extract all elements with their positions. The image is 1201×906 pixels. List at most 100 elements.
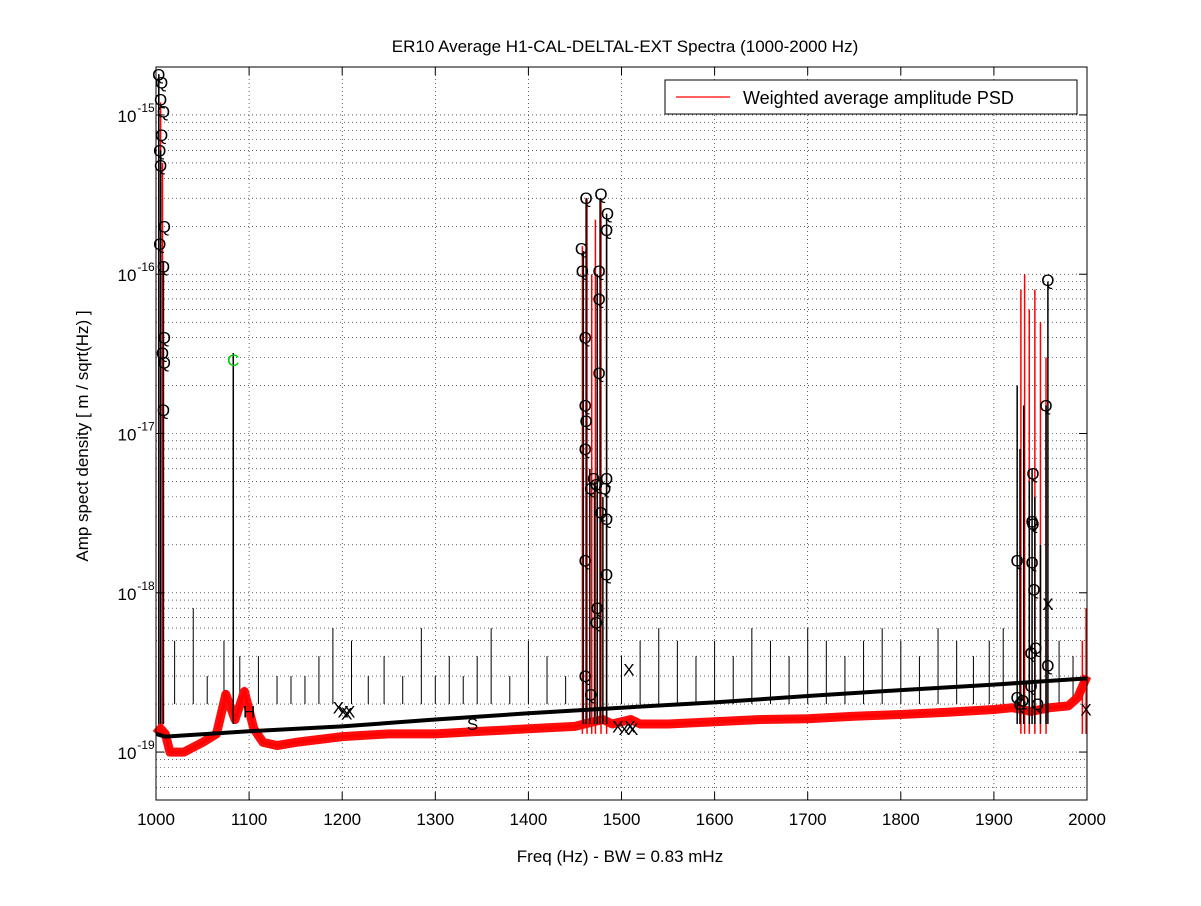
x-tick-label: 1300 — [416, 810, 454, 829]
marker-Q: Q — [155, 73, 168, 92]
marker-Q: Q — [1025, 644, 1038, 663]
marker-Q: Q — [580, 412, 593, 431]
marker-X: X — [612, 717, 623, 736]
marker-Q: Q — [579, 440, 592, 459]
x-tick-label: 1100 — [231, 810, 268, 829]
marker-Q: Q — [600, 510, 613, 529]
marker-Q: Q — [593, 290, 606, 309]
marker-Q: Q — [1013, 695, 1026, 714]
marker-Q: Q — [584, 480, 597, 499]
marker-Q: Q — [579, 329, 592, 348]
marker-Q: Q — [579, 667, 592, 686]
marker-Q: Q — [600, 221, 613, 240]
marker-Q: Q — [590, 614, 603, 633]
marker-Q: Q — [594, 185, 607, 204]
marker-Q: Q — [1025, 513, 1038, 532]
x-tick-label: 1900 — [975, 810, 1013, 829]
marker-X: X — [344, 702, 355, 721]
marker-Q: Q — [600, 566, 613, 585]
y-tick-label: 10 — [118, 266, 137, 285]
x-tick-label: 1400 — [509, 810, 547, 829]
y-tick-label-exponent: -18 — [137, 579, 155, 593]
marker-Q: Q — [600, 470, 613, 489]
marker-X: X — [627, 720, 638, 739]
marker-Q: Q — [587, 470, 600, 489]
marker-Q: Q — [154, 91, 167, 110]
marker-Q: Q — [1031, 695, 1044, 714]
marker-Q: Q — [584, 685, 597, 704]
chart-title: ER10 Average H1-CAL-DELTAL-EXT Spectra (… — [392, 37, 858, 56]
marker-Q: Q — [157, 103, 170, 122]
marker-X: X — [1042, 595, 1053, 614]
marker-Q: Q — [154, 157, 167, 176]
x-tick-label: 1600 — [696, 810, 734, 829]
marker-Q: Q — [594, 503, 607, 522]
marker-Q: Q — [1041, 271, 1054, 290]
marker-Q: Q — [1026, 465, 1039, 484]
marker-Q: Q — [580, 189, 593, 208]
marker-Q: Q — [1039, 396, 1052, 415]
marker-Q: Q — [575, 240, 588, 259]
y-tick-label: 10 — [118, 744, 137, 763]
floor-curve — [155, 676, 1088, 739]
marker-Q: Q — [156, 344, 169, 363]
marker-Q: Q — [598, 480, 611, 499]
y-tick-label: 10 — [118, 585, 137, 604]
x-tick-label: 2000 — [1068, 810, 1106, 829]
y-tick-label: 10 — [118, 426, 137, 445]
marker-Q: Q — [576, 262, 589, 281]
plot-area: QQQQQQQQQQQQQQQQQQQQQQQQQQQQQQQQQQQQQQQQ… — [152, 65, 1092, 757]
x-tick-label: 1200 — [323, 810, 361, 829]
marker-Q: Q — [1025, 553, 1038, 572]
marker-Q: Q — [1029, 639, 1042, 658]
x-axis-label: Freq (Hz) - BW = 0.83 mHz — [517, 847, 723, 866]
marker-Q: Q — [591, 599, 604, 618]
marker-Q: Q — [593, 364, 606, 383]
marker-Q: Q — [590, 475, 603, 494]
marker-X: X — [623, 660, 634, 679]
marker-X: X — [619, 720, 630, 739]
marker-H: H — [243, 702, 255, 721]
marker-Q: Q — [1011, 689, 1024, 708]
marker-Q: Q — [1026, 515, 1039, 534]
marker-Q: Q — [1025, 677, 1038, 696]
x-tick-label: 1000 — [137, 810, 175, 829]
axes: 1000 1100 1200 1300 1400 1500 1600 1700 1800 1900… — [118, 66, 1106, 829]
marker-Q: Q — [152, 65, 165, 84]
y-axis-label: Amp spect density [ m / sqrt(Hz) ] — [73, 310, 92, 561]
marker-Q: Q — [158, 353, 171, 372]
marker-Q: Q — [579, 396, 592, 415]
marker-Q: Q — [1027, 580, 1040, 599]
y-tick-label-exponent: -16 — [137, 260, 155, 274]
marker-Q: Q — [157, 401, 170, 420]
marker-X: X — [333, 699, 344, 718]
marker-S: S — [467, 715, 478, 734]
y-tick-label-exponent: -19 — [137, 738, 155, 752]
marker-Q: Q — [579, 551, 592, 570]
x-tick-label: 1700 — [789, 810, 827, 829]
y-tick-label: 10 — [118, 107, 137, 126]
marker-Q: Q — [158, 329, 171, 348]
marker-X: X — [624, 717, 635, 736]
marker-Q: Q — [1016, 692, 1029, 711]
marker-Q: Q — [1011, 551, 1024, 570]
series-line — [154, 675, 1089, 754]
marker-C: C — [227, 351, 239, 370]
y-tick-label-exponent: -15 — [137, 101, 155, 115]
x-tick-label: 1800 — [882, 810, 920, 829]
marker-Q: Q — [153, 235, 166, 254]
marker-X: X — [337, 702, 348, 721]
legend-box — [664, 79, 1078, 115]
marker-Q: Q — [601, 205, 614, 224]
marker-Q: Q — [157, 257, 170, 276]
marker-X: X — [341, 704, 352, 723]
legend: Weighted average amplitude PSD — [664, 79, 1078, 115]
marker-Q: Q — [155, 126, 168, 145]
x-tick-label: 1500 — [603, 810, 641, 829]
marker-X: X — [1080, 700, 1091, 719]
y-tick-label-exponent: -17 — [137, 420, 155, 434]
legend-label: Weighted average amplitude PSD — [743, 88, 1014, 108]
marker-Q: Q — [1041, 656, 1054, 675]
